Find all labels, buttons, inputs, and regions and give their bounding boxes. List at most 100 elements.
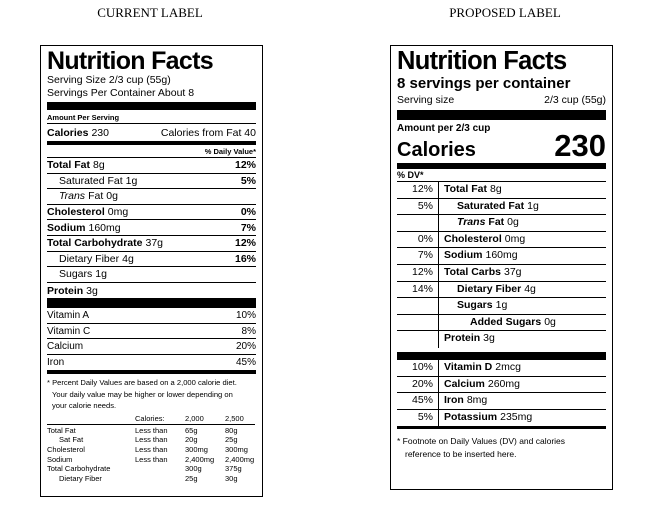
serving-size-label: Serving size <box>397 93 455 106</box>
nutrient-name: Cholesterol <box>444 232 502 245</box>
nutrient-italic: Trans <box>457 216 486 229</box>
table-value: 80g <box>225 423 255 436</box>
vitamin-dv-cell: 20% <box>397 376 439 393</box>
dv-header: % Daily Value* <box>47 145 256 158</box>
nutrient-dv-cell: 12% <box>397 264 439 281</box>
vitamin-row: Vitamin A 10% <box>47 308 256 324</box>
vitamin-dv-cell: 45% <box>397 393 439 409</box>
table-nutrient: Total Fat <box>47 423 135 436</box>
nutrient-row: Protein 3g <box>47 283 256 299</box>
nutrient-dv: 0% <box>240 206 256 219</box>
vitamin-name: Vitamin D <box>444 360 493 373</box>
rule-bar <box>397 110 606 120</box>
table-nutrient: Cholesterol <box>47 444 85 454</box>
nutrient-name: Saturated Fat <box>59 174 123 187</box>
rule-bar <box>47 298 256 309</box>
nutrient-dv-cell <box>397 331 439 348</box>
current-label: Nutrition Facts Serving Size 2/3 cup (55g… <box>40 45 263 497</box>
nutrient-row: 14% Dietary Fiber 4g <box>397 281 606 299</box>
nutrient-row: Sugars 1g <box>47 267 256 283</box>
rule-bar <box>47 141 256 145</box>
table-limit: Less than <box>135 423 185 436</box>
vitamin-row: 5% Potassium 235mg <box>397 409 606 427</box>
nutrient-row: Total Carbohydrate 37g 12% <box>47 236 256 252</box>
vitamin: Calcium 260mg <box>439 377 520 393</box>
vitamin-dv-cell: 5% <box>397 409 439 427</box>
vitamin-dv-cell: 10% <box>397 359 439 376</box>
table-spacer <box>135 474 185 484</box>
nutrient-name: Cholesterol <box>47 206 105 219</box>
nutrient-dv: 12% <box>411 183 433 195</box>
nutrient-dv-cell: 12% <box>397 182 439 198</box>
nutrient-row: Dietary Fiber 4g 16% <box>47 252 256 268</box>
table-spacer <box>47 414 135 424</box>
table-header-value: 2,000 <box>185 413 204 423</box>
vitamin-name: Vitamin C <box>47 325 91 337</box>
vitamin-dv: 20% <box>411 377 433 390</box>
nutrient-name: Dietary Fiber <box>59 252 120 265</box>
nutrient-dv-cell: 0% <box>397 231 439 248</box>
nutrient: Dietary Fiber 4g <box>59 253 134 265</box>
table-value: 2,400mg <box>225 454 255 464</box>
table-value: 2,400mg <box>185 454 215 464</box>
nutrient-amount: 1g <box>125 174 138 187</box>
nutrient-amount: 0g <box>507 216 519 229</box>
servings: Servings Per Container About 8 <box>47 86 195 99</box>
nutrient: Saturated Fat 1g <box>439 199 539 215</box>
calories-value: 230 <box>91 126 109 139</box>
nutrient: Added Sugars 0g <box>439 315 556 331</box>
rule-bar <box>47 370 256 375</box>
footnote-line: * Percent Daily Values are based on a 2,… <box>47 378 237 388</box>
vitamin-amount: 235mg <box>500 410 533 423</box>
vitamin-name: Vitamin A <box>47 310 90 322</box>
nutrient-name: Protein <box>444 332 481 345</box>
vitamin-row: 20% Calcium 260mg <box>397 376 606 394</box>
dv-header-text: % Daily Value* <box>204 146 256 156</box>
nutrient-italic: Trans <box>59 190 86 203</box>
nutrient: Sodium 160mg <box>47 222 121 234</box>
table-value: 300g <box>185 464 202 474</box>
nutrient: Sugars 1g <box>59 268 107 280</box>
nutrient-dv: 12% <box>234 237 256 250</box>
table-value: 20g <box>185 435 198 445</box>
nutrient-amount: 37g <box>145 237 164 250</box>
heading: PROPOSED LABEL <box>449 5 561 20</box>
nutrient-dv: 12% <box>234 159 256 172</box>
vitamin-dv: 20% <box>235 341 256 353</box>
nutrient: Protein 3g <box>439 331 495 348</box>
vitamin: Iron 8mg <box>439 393 487 409</box>
nutrient-dv: 14% <box>411 282 433 295</box>
nutrient-name: Sodium <box>444 249 483 262</box>
nutrient-name: Saturated Fat <box>457 199 525 212</box>
nutrient-dv: 5% <box>417 199 433 212</box>
nutrient-name: Total Fat <box>444 183 487 195</box>
vitamin-name: Iron <box>444 394 464 407</box>
nutrient-row: 12% Total Carbs 37g <box>397 264 606 282</box>
nutrient-amount: 37g <box>503 265 522 278</box>
calories-value: 230 <box>554 128 606 163</box>
calories-row: Calories 230 Calories from Fat 40 <box>47 124 256 141</box>
amount-per-serving: Amount Per Serving <box>47 112 256 124</box>
nutrient-name: Fat <box>88 190 104 203</box>
table-nutrient: Total Carbohydrate <box>47 464 111 474</box>
nutrient-row: 0% Cholesterol 0mg <box>397 231 606 249</box>
calories-label: Calories <box>397 139 476 161</box>
footnote-table: Calories: 2,000 2,500 Total Fat Less than 65g… <box>47 414 256 484</box>
table-nutrient: Sodium <box>47 454 73 464</box>
nutrient-row: Added Sugars 0g <box>397 314 606 332</box>
nutrient-dv-cell: 5% <box>397 198 439 215</box>
table-header-label: Calories: <box>135 413 165 423</box>
nutrient-dv: 7% <box>417 249 433 262</box>
vitamin-amount: 260mg <box>487 377 520 390</box>
serving-size: 2/3 cup (55g) <box>544 93 606 106</box>
nutrient-name: Sugars <box>457 299 493 312</box>
vitamin-name: Calcium <box>47 341 84 353</box>
nutrient-amount: 160mg <box>88 221 121 234</box>
nutrient-name: Protein <box>47 284 84 297</box>
nutrient: Sodium 160mg <box>439 248 518 264</box>
vitamin-dv: 45% <box>411 394 433 407</box>
nutrient-dv-cell: 7% <box>397 248 439 264</box>
nutrient-row: Sodium 160mg 7% <box>47 220 256 236</box>
nutrient-name: Total Carbs <box>444 265 501 278</box>
nutrient-row: Trans Fat 0g <box>47 189 256 205</box>
